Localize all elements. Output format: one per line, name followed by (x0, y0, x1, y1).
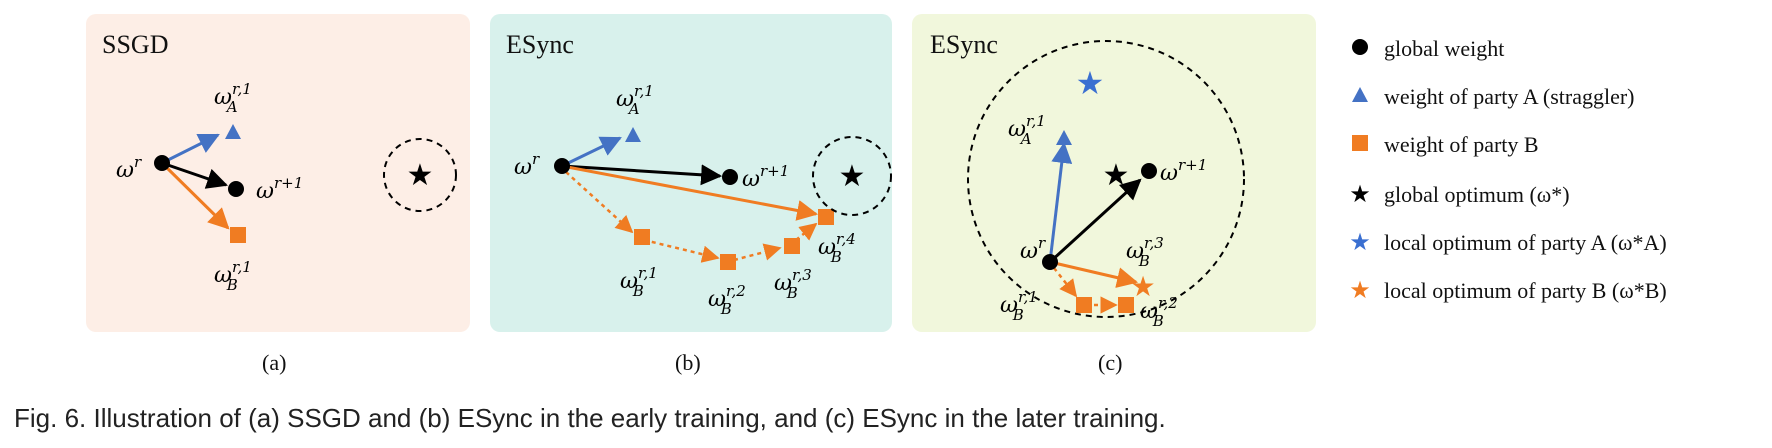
panel-b-diagram: ★ ωr,1 A ωr ωr+1 ωr,1 B ωr,2 B ωr,3 B ωr,4 B (514, 82, 892, 318)
arrow-a-to-global (161, 161, 228, 189)
legend-item-partyB-weight: weight of party B (1346, 132, 1539, 158)
arrow-b-to-global (561, 164, 723, 186)
global-optimum-star: ★ (1103, 159, 1130, 192)
label-wB-r2: ωr,2 B (708, 282, 746, 318)
legend-label: weight of party B (1384, 132, 1539, 157)
global-optimum-region (812, 136, 892, 216)
legend-label: local optimum of party B (ω*B) (1384, 277, 1667, 303)
panel-c-background (912, 14, 1316, 332)
panel-a-label: (a) (262, 350, 287, 375)
legend-label: weight of party A (straggler) (1384, 84, 1635, 109)
arrow-a-to-partyA (161, 133, 220, 165)
global-weight-dot (554, 158, 570, 174)
global-weight-dot (722, 169, 738, 185)
label-wB-r1: ωr,1 B (1000, 288, 1038, 324)
global-weight-dot (1042, 254, 1058, 270)
panel-a-title: SSGD (102, 30, 169, 59)
label-wA-r1: ωr,1 A (1008, 112, 1046, 148)
dotted-step-4 (795, 222, 818, 241)
legend-label: local optimum of party A (ω*A) (1384, 229, 1667, 255)
label-wA-r1: ωr,1 A (214, 80, 252, 116)
global-optimum-region (967, 40, 1245, 318)
dotted-step-2 (643, 238, 720, 263)
partyA-weight-triangle (225, 124, 241, 139)
partyB-weight-square (720, 254, 736, 270)
partyA-weight-triangle (625, 127, 641, 142)
partyB-weight-square (818, 209, 834, 225)
label-w-r: ωr (1020, 234, 1046, 264)
arrow-b-to-partyB-final (561, 164, 819, 221)
legend-item-local-optimum-A: ★ local optimum of party A (ω*A) (1346, 228, 1667, 257)
partyA-weight-triangle (1056, 130, 1072, 145)
label-wB-r3: ωr,3 B (1126, 234, 1164, 270)
global-optimum-star: ★ (839, 160, 866, 193)
star-icon: ★ (1349, 278, 1371, 304)
legend-label: global weight (1384, 36, 1505, 61)
circle-icon (1346, 36, 1374, 62)
panel-a-background (86, 14, 470, 332)
panel-c-diagram: ★ ★ ★ ωr,1 A ωr+1 ωr ωr,3 B ωr,1 B ωr,2 B (967, 40, 1245, 330)
arrow-c-to-partyA (1048, 141, 1073, 263)
arrow-b-to-partyA (561, 136, 622, 168)
label-wB-r1: ωr,1 B (620, 264, 658, 300)
partyB-weight-square (1076, 297, 1092, 313)
legend-item-global-weight: global weight (1346, 36, 1504, 62)
panel-b-label: (b) (675, 350, 701, 375)
arrow-c-to-partyB (1049, 260, 1139, 288)
label-w-r: ωr (514, 150, 540, 180)
legend-item-partyA-weight: weight of party A (straggler) (1346, 84, 1635, 110)
star-icon: ★ (1349, 230, 1371, 256)
dotted-step-1 (1053, 267, 1078, 298)
global-weight-dot (1141, 163, 1157, 179)
partyB-weight-square (784, 238, 800, 254)
square-icon (1346, 132, 1374, 158)
local-optimum-A-star: ★ (1076, 65, 1105, 101)
panel-b-title: ESync (506, 30, 574, 59)
panel-c-label: (c) (1098, 350, 1123, 375)
label-w-r1: ωr+1 (1160, 156, 1207, 186)
label-w-r1: ωr+1 (256, 174, 303, 204)
label-wB-r1: ωr,1 B (214, 258, 252, 294)
label-wB-r4: ωr,4 B (818, 230, 856, 266)
partyB-weight-square (230, 227, 246, 243)
dotted-step-1 (565, 171, 634, 234)
label-wB-r2: ωr,2 B (1140, 294, 1178, 330)
global-weight-dot (154, 155, 170, 171)
dotted-step-3 (733, 243, 782, 262)
label-wB-r3: ωr,3 B (774, 266, 812, 302)
global-optimum-star: ★ (407, 159, 434, 192)
panel-a-diagram: ★ ωr,1 A ωr ωr+1 ωr,1 B (116, 80, 457, 294)
global-weight-dot (228, 181, 244, 197)
label-w-r: ωr (116, 153, 142, 183)
legend-label: global optimum (ω*) (1384, 181, 1570, 207)
arrow-c-to-global (1048, 178, 1142, 264)
label-w-r1: ωr+1 (742, 162, 789, 192)
partyB-weight-square (1118, 297, 1134, 313)
legend-item-local-optimum-B: ★ local optimum of party B (ω*B) (1346, 276, 1667, 305)
partyB-weight-square (634, 229, 650, 245)
triangle-icon (1346, 84, 1374, 110)
arrow-a-to-partyB (160, 161, 230, 230)
legend-item-global-optimum: ★ global optimum (ω*) (1346, 180, 1570, 209)
figure-caption: Fig. 6. Illustration of (a) SSGD and (b)… (14, 403, 1166, 433)
global-optimum-region (383, 138, 457, 212)
label-wA-r1: ωr,1 A (616, 82, 654, 118)
local-optimum-B-star: ★ (1130, 272, 1155, 303)
star-icon: ★ (1349, 182, 1371, 208)
panel-c-title: ESync (930, 30, 998, 59)
